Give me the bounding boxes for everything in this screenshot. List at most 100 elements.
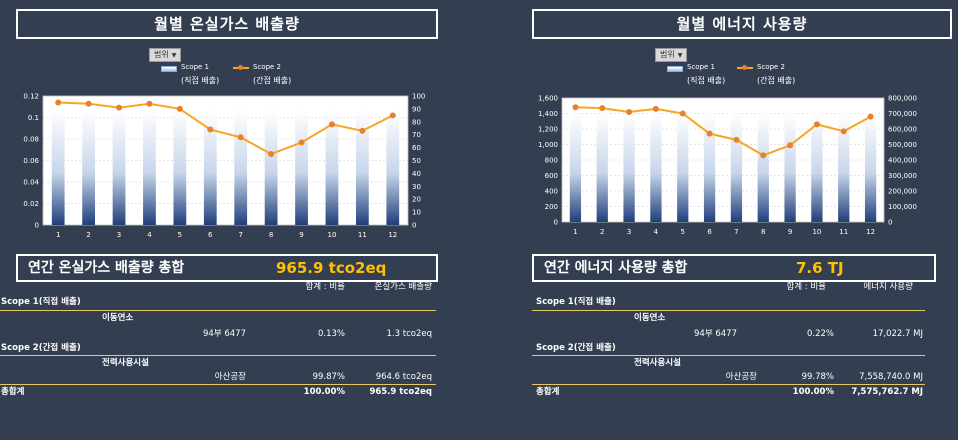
divider — [532, 384, 925, 385]
ghg-chart: 0 0.02 0.04 0.06 0.08 0.1 0.12 0 10 20 30 40 50 60 70 8… — [16, 88, 436, 248]
plot-area — [42, 95, 409, 226]
header-ratio: 합계 : 비율 — [305, 282, 345, 292]
total-value: 7,575,762.7 MJ — [851, 387, 923, 397]
x-tick-label: 12 — [388, 231, 397, 239]
total-value: 965.9 tco2eq — [369, 387, 432, 397]
x-tick-label: 12 — [866, 228, 875, 236]
series-line — [575, 106, 872, 157]
scope1-percent: 0.13% — [317, 329, 345, 339]
y-tick-label: 0.02 — [23, 200, 39, 208]
dropdown-arrow-icon: ▼ — [171, 52, 177, 59]
line-swatch-icon — [737, 65, 753, 70]
ghg-summary-box: 연간 온실가스 배출량 총합 965.9 tco2eq — [16, 254, 438, 282]
x-tick-label: 8 — [269, 231, 273, 239]
energy-summary-box: 연간 에너지 사용량 총합 7.6 TJ — [532, 254, 936, 282]
y2-tick-label: 60 — [412, 144, 421, 152]
line-point — [760, 152, 767, 159]
scope1-label: Scope 1(직접 배출) — [536, 297, 616, 307]
line-point — [867, 113, 874, 120]
bar — [112, 109, 126, 225]
x-tick-label: 2 — [600, 228, 604, 236]
header-value: 에너지 사용량 — [863, 282, 913, 292]
x-tick-label: 5 — [681, 228, 685, 236]
energy-summary-value: 7.6 TJ — [796, 259, 844, 277]
x-tick-label: 3 — [117, 231, 121, 239]
bar — [82, 109, 96, 225]
ghg-filter-button[interactable]: 범위 ▼ — [149, 48, 182, 62]
legend-name: Scope 2 — [757, 63, 786, 71]
divider — [0, 355, 436, 356]
y-tick-label: 400 — [545, 188, 558, 196]
y-tick-label: 0.04 — [23, 179, 39, 187]
bar — [569, 113, 582, 222]
series-line — [58, 101, 394, 156]
line-point — [116, 104, 123, 111]
total-percent: 100.00% — [303, 387, 345, 397]
y-tick-label: 800 — [545, 157, 558, 165]
x-tick-label: 6 — [208, 231, 213, 239]
x-tick-label: 1 — [573, 228, 577, 236]
line-point — [626, 108, 633, 115]
divider — [0, 310, 436, 311]
line-point — [298, 139, 305, 146]
y2-tick-label: 70 — [412, 131, 421, 139]
line-point — [679, 110, 686, 117]
energy-title: 월별 에너지 사용량 — [532, 9, 952, 39]
bar — [730, 113, 743, 222]
energy-filter-button[interactable]: 범위 ▼ — [655, 48, 688, 62]
y2-tick-label: 0 — [412, 222, 416, 230]
line-point — [787, 142, 794, 149]
scope1-label: Scope 1(직접 배출) — [1, 297, 81, 307]
y2-tick-label: 200,000 — [888, 188, 917, 196]
line-point — [55, 99, 62, 106]
table-row: 94부 6477 0.13% 1.3 tco2eq — [0, 327, 436, 341]
scope2-item: 아산공장 — [725, 372, 757, 382]
ghg-filter-label: 범위 — [154, 50, 169, 59]
energy-chart: 0 200 400 600 800 1,000 1,200 1,400 1,600 0 100,00… — [532, 88, 952, 248]
y-tick-label: 0.12 — [23, 93, 39, 101]
x-tick-label: 3 — [627, 228, 631, 236]
y2-tick-label: 800,000 — [888, 95, 917, 103]
scope2-value: 964.6 tco2eq — [375, 372, 432, 382]
scope2-item: 아산공장 — [214, 372, 246, 382]
line-point — [840, 128, 847, 135]
table-row: 전력사용시설 — [0, 356, 436, 370]
total-label: 총합계 — [1, 387, 25, 397]
y-tick-label: 0 — [554, 219, 558, 227]
chart-svg: 0 200 400 600 800 1,000 1,200 1,400 1,600 0 100,00… — [538, 95, 917, 237]
y2-tick-label: 10 — [412, 209, 421, 217]
bar — [203, 109, 217, 225]
y2-tick-label: 100,000 — [888, 203, 917, 211]
energy-panel: 월별 에너지 사용량 범위 ▼ Scope 1 (직접 배출) Scope 2 (… — [532, 0, 958, 440]
table-row: 이동연소 — [532, 311, 925, 325]
table-header-row: 합계 : 비율 온실가스 배출량 — [0, 280, 436, 294]
scope2-category: 전력사용시설 — [102, 358, 149, 368]
y2-tick-label: 90 — [412, 105, 421, 113]
legend-sub: (간접 배출) — [757, 76, 796, 85]
scope1-category: 이동연소 — [102, 313, 134, 323]
bar — [703, 113, 716, 222]
bar — [757, 113, 769, 222]
header-value: 온실가스 배출량 — [374, 282, 432, 292]
table-row: Scope 1(직접 배출) — [532, 295, 925, 309]
table-row: 94부 6477 0.22% 17,022.7 MJ — [532, 327, 925, 341]
x-tick-label: 4 — [654, 228, 659, 236]
y2-tick-label: 40 — [412, 170, 421, 178]
ghg-panel: 월별 온실가스 배출량 범위 ▼ Scope 1 (직접 배출) Scope 2 … — [0, 0, 456, 440]
bar — [143, 109, 156, 225]
y-tick-label: 1,400 — [538, 110, 558, 118]
x-tick-label: 10 — [327, 231, 336, 239]
bar — [784, 113, 796, 222]
ghg-summary-title: 연간 온실가스 배출량 총합 — [28, 260, 185, 276]
y-tick-label: 1,200 — [538, 126, 558, 134]
bar — [811, 113, 823, 222]
x-tick-label: 10 — [812, 228, 821, 236]
line-point — [706, 130, 713, 137]
table-header-row: 합계 : 비율 에너지 사용량 — [532, 280, 925, 294]
line-point — [813, 121, 820, 128]
y2-tick-label: 100 — [412, 93, 425, 101]
bar-swatch-icon — [161, 66, 177, 72]
bar — [355, 109, 369, 225]
divider — [532, 355, 925, 356]
line-point — [207, 126, 214, 133]
